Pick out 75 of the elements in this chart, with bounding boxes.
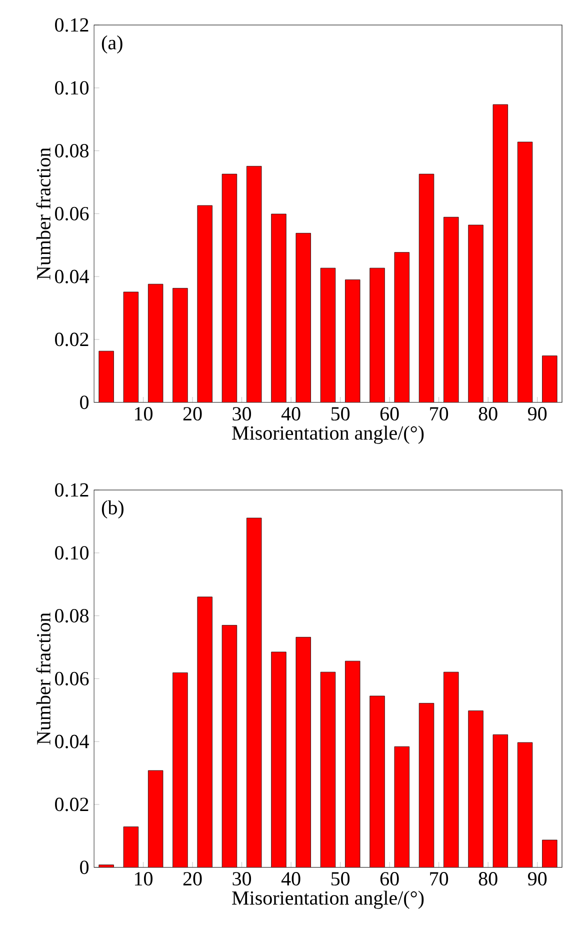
y-tick-label: 0.04 bbox=[55, 734, 90, 748]
y-axis-title: Number fraction bbox=[36, 148, 51, 280]
annotation: (b) bbox=[102, 500, 124, 519]
bar bbox=[246, 166, 262, 402]
x-tick-label: 40 bbox=[282, 407, 300, 421]
x-tick-label: 70 bbox=[430, 407, 448, 421]
x-tick-label: 90 bbox=[528, 872, 547, 886]
bar bbox=[296, 636, 312, 868]
x-tick-label: 90 bbox=[528, 407, 547, 421]
bar bbox=[542, 840, 558, 868]
y-tick-label: 0.08 bbox=[55, 608, 89, 623]
bar bbox=[148, 770, 164, 868]
bar bbox=[419, 703, 434, 868]
x-tick-label: 10 bbox=[135, 407, 153, 421]
x-tick-label: 30 bbox=[232, 872, 252, 886]
bar bbox=[492, 104, 508, 402]
bar bbox=[296, 232, 312, 402]
y-tick-label: 0 bbox=[80, 396, 89, 410]
y-tick-label: 0.12 bbox=[55, 483, 88, 497]
bar bbox=[394, 746, 410, 868]
bar bbox=[370, 268, 386, 402]
bar bbox=[518, 142, 533, 402]
bar bbox=[124, 826, 139, 868]
x-axis-title: Misorientation angle/(°) bbox=[232, 426, 424, 444]
bar bbox=[492, 734, 508, 868]
bar bbox=[172, 288, 188, 402]
bar bbox=[320, 268, 336, 402]
bar bbox=[124, 292, 139, 402]
y-tick-label: 0.10 bbox=[55, 81, 89, 95]
bar bbox=[197, 596, 213, 868]
bar bbox=[345, 280, 360, 402]
bar bbox=[222, 625, 238, 868]
x-tick-label: 60 bbox=[380, 872, 399, 886]
bar bbox=[468, 224, 484, 402]
bar bbox=[148, 284, 164, 402]
y-tick-label: 0.02 bbox=[55, 798, 88, 812]
y-tick-label: 0 bbox=[80, 860, 89, 874]
y-tick-label: 0.06 bbox=[55, 672, 89, 686]
x-tick-label: 70 bbox=[430, 872, 448, 886]
y-tick-label: 0.12 bbox=[55, 18, 88, 32]
x-tick-label: 30 bbox=[232, 407, 252, 421]
x-tick-label: 60 bbox=[380, 407, 399, 421]
bar bbox=[394, 252, 410, 402]
bar bbox=[518, 742, 533, 868]
y-tick-label: 0.08 bbox=[55, 144, 89, 158]
bar bbox=[272, 214, 286, 402]
y-axis-title: Number fraction bbox=[36, 612, 51, 744]
x-tick-label: 80 bbox=[479, 407, 498, 421]
x-tick-label: 40 bbox=[282, 872, 300, 886]
bar bbox=[272, 652, 286, 868]
x-tick-label: 50 bbox=[332, 872, 350, 886]
y-tick-label: 0.06 bbox=[55, 206, 89, 220]
bar bbox=[444, 672, 459, 868]
bar bbox=[197, 205, 213, 402]
x-tick-label: 20 bbox=[184, 407, 202, 421]
bar bbox=[444, 216, 459, 402]
bar bbox=[98, 350, 114, 402]
bar bbox=[345, 660, 360, 868]
x-tick-label: 20 bbox=[184, 872, 202, 886]
y-tick-label: 0.10 bbox=[55, 546, 89, 560]
bar bbox=[370, 696, 386, 868]
bar bbox=[172, 672, 188, 868]
bar bbox=[542, 356, 558, 402]
x-tick-label: 50 bbox=[332, 407, 350, 421]
bar bbox=[320, 672, 336, 868]
y-tick-label: 0.04 bbox=[55, 270, 90, 284]
x-axis-title: Misorientation angle/(°) bbox=[232, 890, 424, 909]
bar bbox=[246, 518, 262, 868]
x-tick-label: 10 bbox=[135, 872, 153, 886]
bar bbox=[419, 174, 434, 402]
x-tick-label: 80 bbox=[479, 872, 498, 886]
annotation: (a) bbox=[102, 35, 123, 54]
y-tick-label: 0.02 bbox=[55, 332, 88, 346]
bar bbox=[222, 174, 238, 402]
bar bbox=[468, 710, 484, 868]
